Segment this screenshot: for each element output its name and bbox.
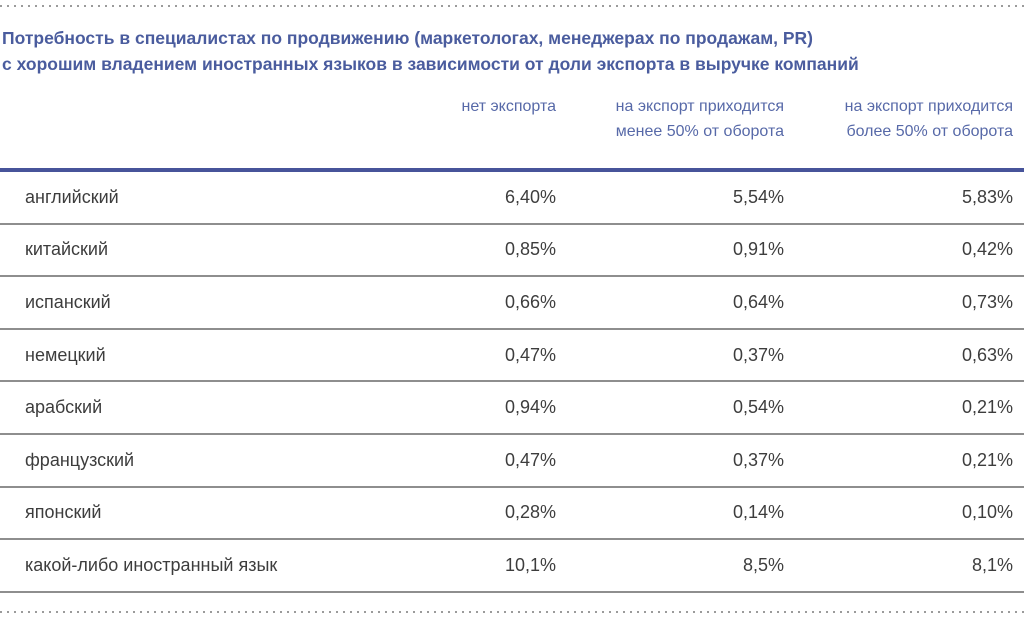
value-no-export: 0,28% bbox=[504, 502, 556, 523]
table-row-japanese: японский 0,28% 0,14% 0,10% bbox=[0, 488, 1024, 541]
column-header-empty bbox=[25, 94, 328, 144]
value-export-over-50: 0,73% bbox=[961, 291, 1013, 312]
language-label: английский bbox=[25, 186, 119, 207]
top-dotted-divider bbox=[0, 5, 1024, 7]
value-export-under-50: 0,64% bbox=[732, 291, 784, 312]
column-header-export-under-50: на экспорт приходится менее 50% от оборо… bbox=[556, 94, 784, 144]
language-label: какой-либо иностранный язык bbox=[25, 554, 278, 575]
column-header-export-over-50-line2: более 50% от оборота bbox=[846, 123, 1013, 140]
value-no-export: 0,47% bbox=[504, 449, 556, 470]
column-header-no-export: нет экспорта bbox=[328, 94, 556, 144]
value-no-export: 0,94% bbox=[504, 397, 556, 418]
value-export-under-50: 0,14% bbox=[732, 502, 784, 523]
table-row-any-foreign-language: какой-либо иностранный язык 10,1% 8,5% 8… bbox=[0, 540, 1024, 593]
value-export-under-50: 0,54% bbox=[732, 397, 784, 418]
value-export-under-50: 0,37% bbox=[732, 344, 784, 365]
value-no-export: 6,40% bbox=[504, 186, 556, 207]
table-row-spanish: испанский 0,66% 0,64% 0,73% bbox=[0, 277, 1024, 330]
value-export-under-50: 0,91% bbox=[732, 239, 784, 260]
value-no-export: 10,1% bbox=[504, 554, 556, 575]
language-label: испанский bbox=[25, 291, 111, 312]
column-header-export-over-50-line1: на экспорт приходится bbox=[844, 98, 1013, 115]
language-label: японский bbox=[25, 502, 102, 523]
table-row-english: английский 6,40% 5,54% 5,83% bbox=[0, 172, 1024, 225]
table-row-chinese: китайский 0,85% 0,91% 0,42% bbox=[0, 225, 1024, 278]
value-export-over-50: 0,42% bbox=[961, 239, 1013, 260]
table-row-arabic: арабский 0,94% 0,54% 0,21% bbox=[0, 382, 1024, 435]
table-body: английский 6,40% 5,54% 5,83% китайский 0… bbox=[0, 172, 1024, 593]
table-row-french: французский 0,47% 0,37% 0,21% bbox=[0, 435, 1024, 488]
table-row-german: немецкий 0,47% 0,37% 0,63% bbox=[0, 330, 1024, 383]
value-export-over-50: 0,63% bbox=[961, 344, 1013, 365]
value-export-over-50: 0,21% bbox=[961, 449, 1013, 470]
column-header-no-export-line1: нет экспорта bbox=[461, 98, 556, 115]
bottom-dotted-divider bbox=[0, 611, 1024, 613]
table-title-line2: с хорошим владением иностранных языков в… bbox=[2, 54, 859, 74]
value-no-export: 0,47% bbox=[504, 344, 556, 365]
column-header-export-under-50-line2: менее 50% от оборота bbox=[615, 123, 784, 140]
value-export-over-50: 8,1% bbox=[971, 554, 1013, 575]
table-title: Потребность в специалистах по продвижени… bbox=[2, 25, 1002, 77]
value-export-under-50: 0,37% bbox=[732, 449, 784, 470]
value-export-over-50: 0,10% bbox=[961, 502, 1013, 523]
value-export-over-50: 0,21% bbox=[961, 397, 1013, 418]
language-label: арабский bbox=[25, 397, 103, 418]
value-export-under-50: 8,5% bbox=[742, 554, 784, 575]
column-header-export-over-50: на экспорт приходится более 50% от оборо… bbox=[784, 94, 1013, 144]
header-separator-rule bbox=[0, 168, 1024, 172]
value-no-export: 0,85% bbox=[504, 239, 556, 260]
language-label: немецкий bbox=[25, 344, 106, 365]
column-header-export-under-50-line1: на экспорт приходится bbox=[615, 98, 784, 115]
column-header-row: нет экспорта на экспорт приходится менее… bbox=[0, 94, 1024, 144]
table-title-line1: Потребность в специалистах по продвижени… bbox=[2, 28, 814, 48]
value-no-export: 0,66% bbox=[504, 291, 556, 312]
language-label: китайский bbox=[25, 239, 109, 260]
value-export-over-50: 5,83% bbox=[961, 186, 1013, 207]
language-label: французский bbox=[25, 449, 135, 470]
value-export-under-50: 5,54% bbox=[732, 186, 784, 207]
